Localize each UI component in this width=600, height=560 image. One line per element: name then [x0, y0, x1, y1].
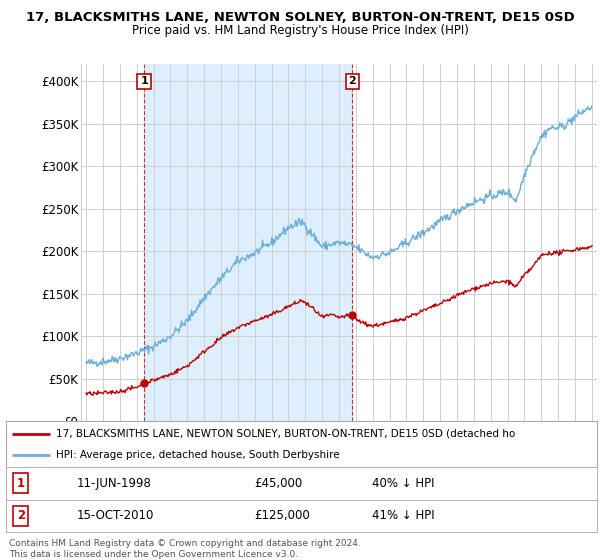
Text: 2: 2 [17, 509, 25, 522]
Text: Contains HM Land Registry data © Crown copyright and database right 2024.
This d: Contains HM Land Registry data © Crown c… [9, 539, 361, 559]
Text: 1: 1 [140, 76, 148, 86]
Text: 1: 1 [17, 477, 25, 490]
Text: Price paid vs. HM Land Registry's House Price Index (HPI): Price paid vs. HM Land Registry's House … [131, 24, 469, 36]
Text: 17, BLACKSMITHS LANE, NEWTON SOLNEY, BURTON-ON-TRENT, DE15 0SD: 17, BLACKSMITHS LANE, NEWTON SOLNEY, BUR… [26, 11, 574, 24]
Text: £125,000: £125,000 [254, 509, 310, 522]
Text: 2: 2 [349, 76, 356, 86]
Text: £45,000: £45,000 [254, 477, 302, 490]
Text: 41% ↓ HPI: 41% ↓ HPI [373, 509, 435, 522]
Text: 40% ↓ HPI: 40% ↓ HPI [373, 477, 435, 490]
Text: 17, BLACKSMITHS LANE, NEWTON SOLNEY, BURTON-ON-TRENT, DE15 0SD (detached ho: 17, BLACKSMITHS LANE, NEWTON SOLNEY, BUR… [56, 428, 515, 438]
Bar [144, 64, 352, 421]
Text: 15-OCT-2010: 15-OCT-2010 [77, 509, 154, 522]
Text: HPI: Average price, detached house, South Derbyshire: HPI: Average price, detached house, Sout… [56, 450, 340, 460]
Text: 11-JUN-1998: 11-JUN-1998 [77, 477, 152, 490]
